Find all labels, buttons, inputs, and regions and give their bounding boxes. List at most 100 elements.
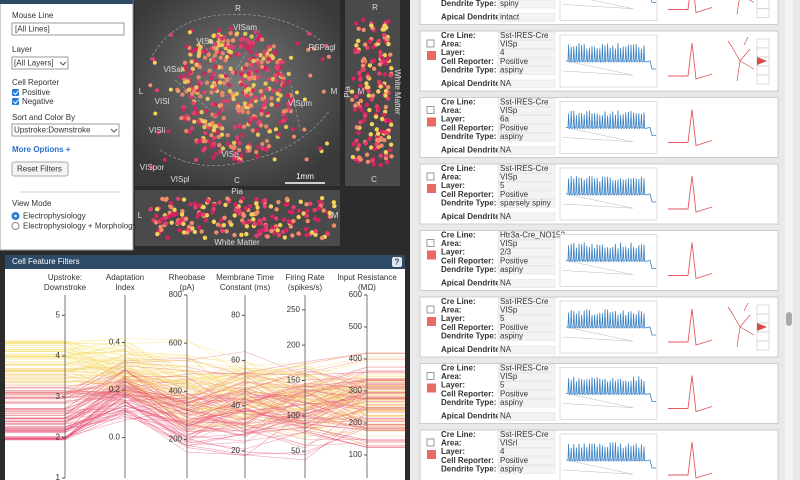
cell-dot bbox=[206, 199, 211, 204]
field-box bbox=[497, 79, 556, 89]
cell-dot bbox=[243, 42, 248, 48]
cell-dot bbox=[246, 71, 252, 77]
color-swatch bbox=[427, 383, 436, 393]
cell-dot bbox=[283, 108, 288, 114]
cell-dot bbox=[381, 32, 387, 38]
cell-dot bbox=[353, 94, 359, 99]
checkbox[interactable] bbox=[426, 305, 435, 314]
cell-dot bbox=[269, 228, 274, 234]
dropdown[interactable] bbox=[11, 56, 69, 70]
dropdown[interactable] bbox=[11, 123, 120, 137]
color-swatch bbox=[427, 317, 436, 326]
field-label: Dendrite Type: bbox=[441, 332, 496, 341]
checkbox[interactable] bbox=[426, 372, 435, 380]
cell-dot bbox=[350, 154, 356, 160]
feature-line bbox=[5, 354, 405, 391]
cell-dot bbox=[217, 27, 222, 33]
cell-dot bbox=[312, 207, 317, 213]
cell-dot bbox=[304, 157, 309, 162]
cell-dot bbox=[385, 37, 390, 42]
checkbox[interactable] bbox=[12, 98, 19, 105]
cell-dot bbox=[193, 58, 198, 63]
cell-dot bbox=[231, 140, 237, 146]
radio[interactable] bbox=[11, 222, 20, 230]
feature-line bbox=[5, 377, 405, 432]
field-label: Dendrite Type: bbox=[441, 132, 496, 141]
cell-dot bbox=[244, 231, 249, 237]
cell-dot bbox=[286, 79, 291, 85]
checkbox[interactable] bbox=[426, 106, 435, 114]
link[interactable]: More Options + bbox=[12, 145, 71, 154]
cell-dot bbox=[194, 157, 199, 162]
feature-line bbox=[5, 371, 405, 432]
cell-dot bbox=[366, 88, 371, 94]
checkbox[interactable] bbox=[426, 438, 435, 447]
cell-dot bbox=[376, 79, 382, 85]
cell-dot bbox=[241, 220, 247, 226]
cell-dot bbox=[304, 202, 309, 207]
cell-dot bbox=[187, 87, 192, 92]
cell-dot bbox=[284, 196, 290, 202]
cell-dot bbox=[234, 31, 240, 36]
cell-dot bbox=[215, 130, 220, 135]
help-button[interactable] bbox=[392, 257, 402, 267]
feature-line bbox=[5, 370, 405, 410]
cell-dot bbox=[356, 130, 361, 135]
help-label[interactable]: ? bbox=[395, 258, 400, 267]
field-value: NA bbox=[500, 79, 512, 88]
cell-dot bbox=[353, 103, 358, 108]
cell-dot bbox=[190, 66, 196, 72]
color-swatch bbox=[427, 450, 436, 459]
cell-dot bbox=[152, 60, 157, 65]
scroll-thumb[interactable] bbox=[786, 312, 792, 326]
sweep-traces bbox=[562, 393, 634, 408]
cell-dot bbox=[385, 96, 391, 101]
cell-dot bbox=[272, 51, 278, 56]
tick-label: 200 bbox=[169, 435, 183, 444]
dropdown[interactable] bbox=[11, 22, 125, 36]
cell-dot bbox=[197, 64, 203, 70]
panel-title: Cell Feature Filters bbox=[12, 257, 80, 266]
feature-line bbox=[5, 379, 405, 430]
checkbox[interactable] bbox=[426, 172, 435, 181]
dropdown-arrow bbox=[59, 61, 67, 66]
cell-dot bbox=[204, 108, 209, 114]
field-box bbox=[497, 345, 556, 355]
cell-dot bbox=[154, 220, 159, 225]
field-label: Dendrite Type: bbox=[441, 0, 496, 8]
cell-dot bbox=[255, 205, 260, 210]
cell-dot bbox=[219, 217, 224, 222]
cell-dot bbox=[374, 127, 379, 132]
checkbox[interactable] bbox=[12, 89, 19, 96]
cell-dot bbox=[175, 87, 180, 92]
field-label: Dendrite Type: bbox=[441, 265, 496, 274]
field-value: Positive bbox=[500, 124, 529, 133]
cell-dot bbox=[232, 213, 237, 218]
cell-dot bbox=[289, 55, 294, 60]
field-value: aspiny bbox=[500, 398, 523, 407]
cell-dot bbox=[211, 219, 217, 224]
cell-dot bbox=[291, 205, 296, 210]
cell-dot bbox=[220, 51, 225, 56]
cell-dot bbox=[305, 208, 310, 214]
cell-dot bbox=[162, 157, 167, 162]
checkbox[interactable] bbox=[426, 239, 435, 247]
cell-dot bbox=[253, 95, 258, 101]
cell-dot bbox=[364, 85, 369, 90]
layer-histogram bbox=[756, 47, 770, 58]
cell-dot bbox=[264, 98, 269, 104]
checkbox[interactable] bbox=[426, 39, 435, 48]
cell-dot bbox=[239, 82, 244, 87]
button[interactable] bbox=[11, 161, 69, 177]
cell-dot bbox=[205, 96, 210, 102]
area-label: VISl bbox=[155, 97, 170, 106]
cell-dot bbox=[179, 115, 184, 121]
cell-dot bbox=[181, 221, 186, 227]
cell-dot bbox=[189, 126, 195, 131]
field-label: Layer: bbox=[441, 248, 465, 257]
cell-dot bbox=[269, 102, 274, 107]
spike-trace bbox=[668, 375, 713, 413]
field-value: VISp bbox=[500, 106, 518, 115]
cell-dot bbox=[245, 38, 250, 43]
